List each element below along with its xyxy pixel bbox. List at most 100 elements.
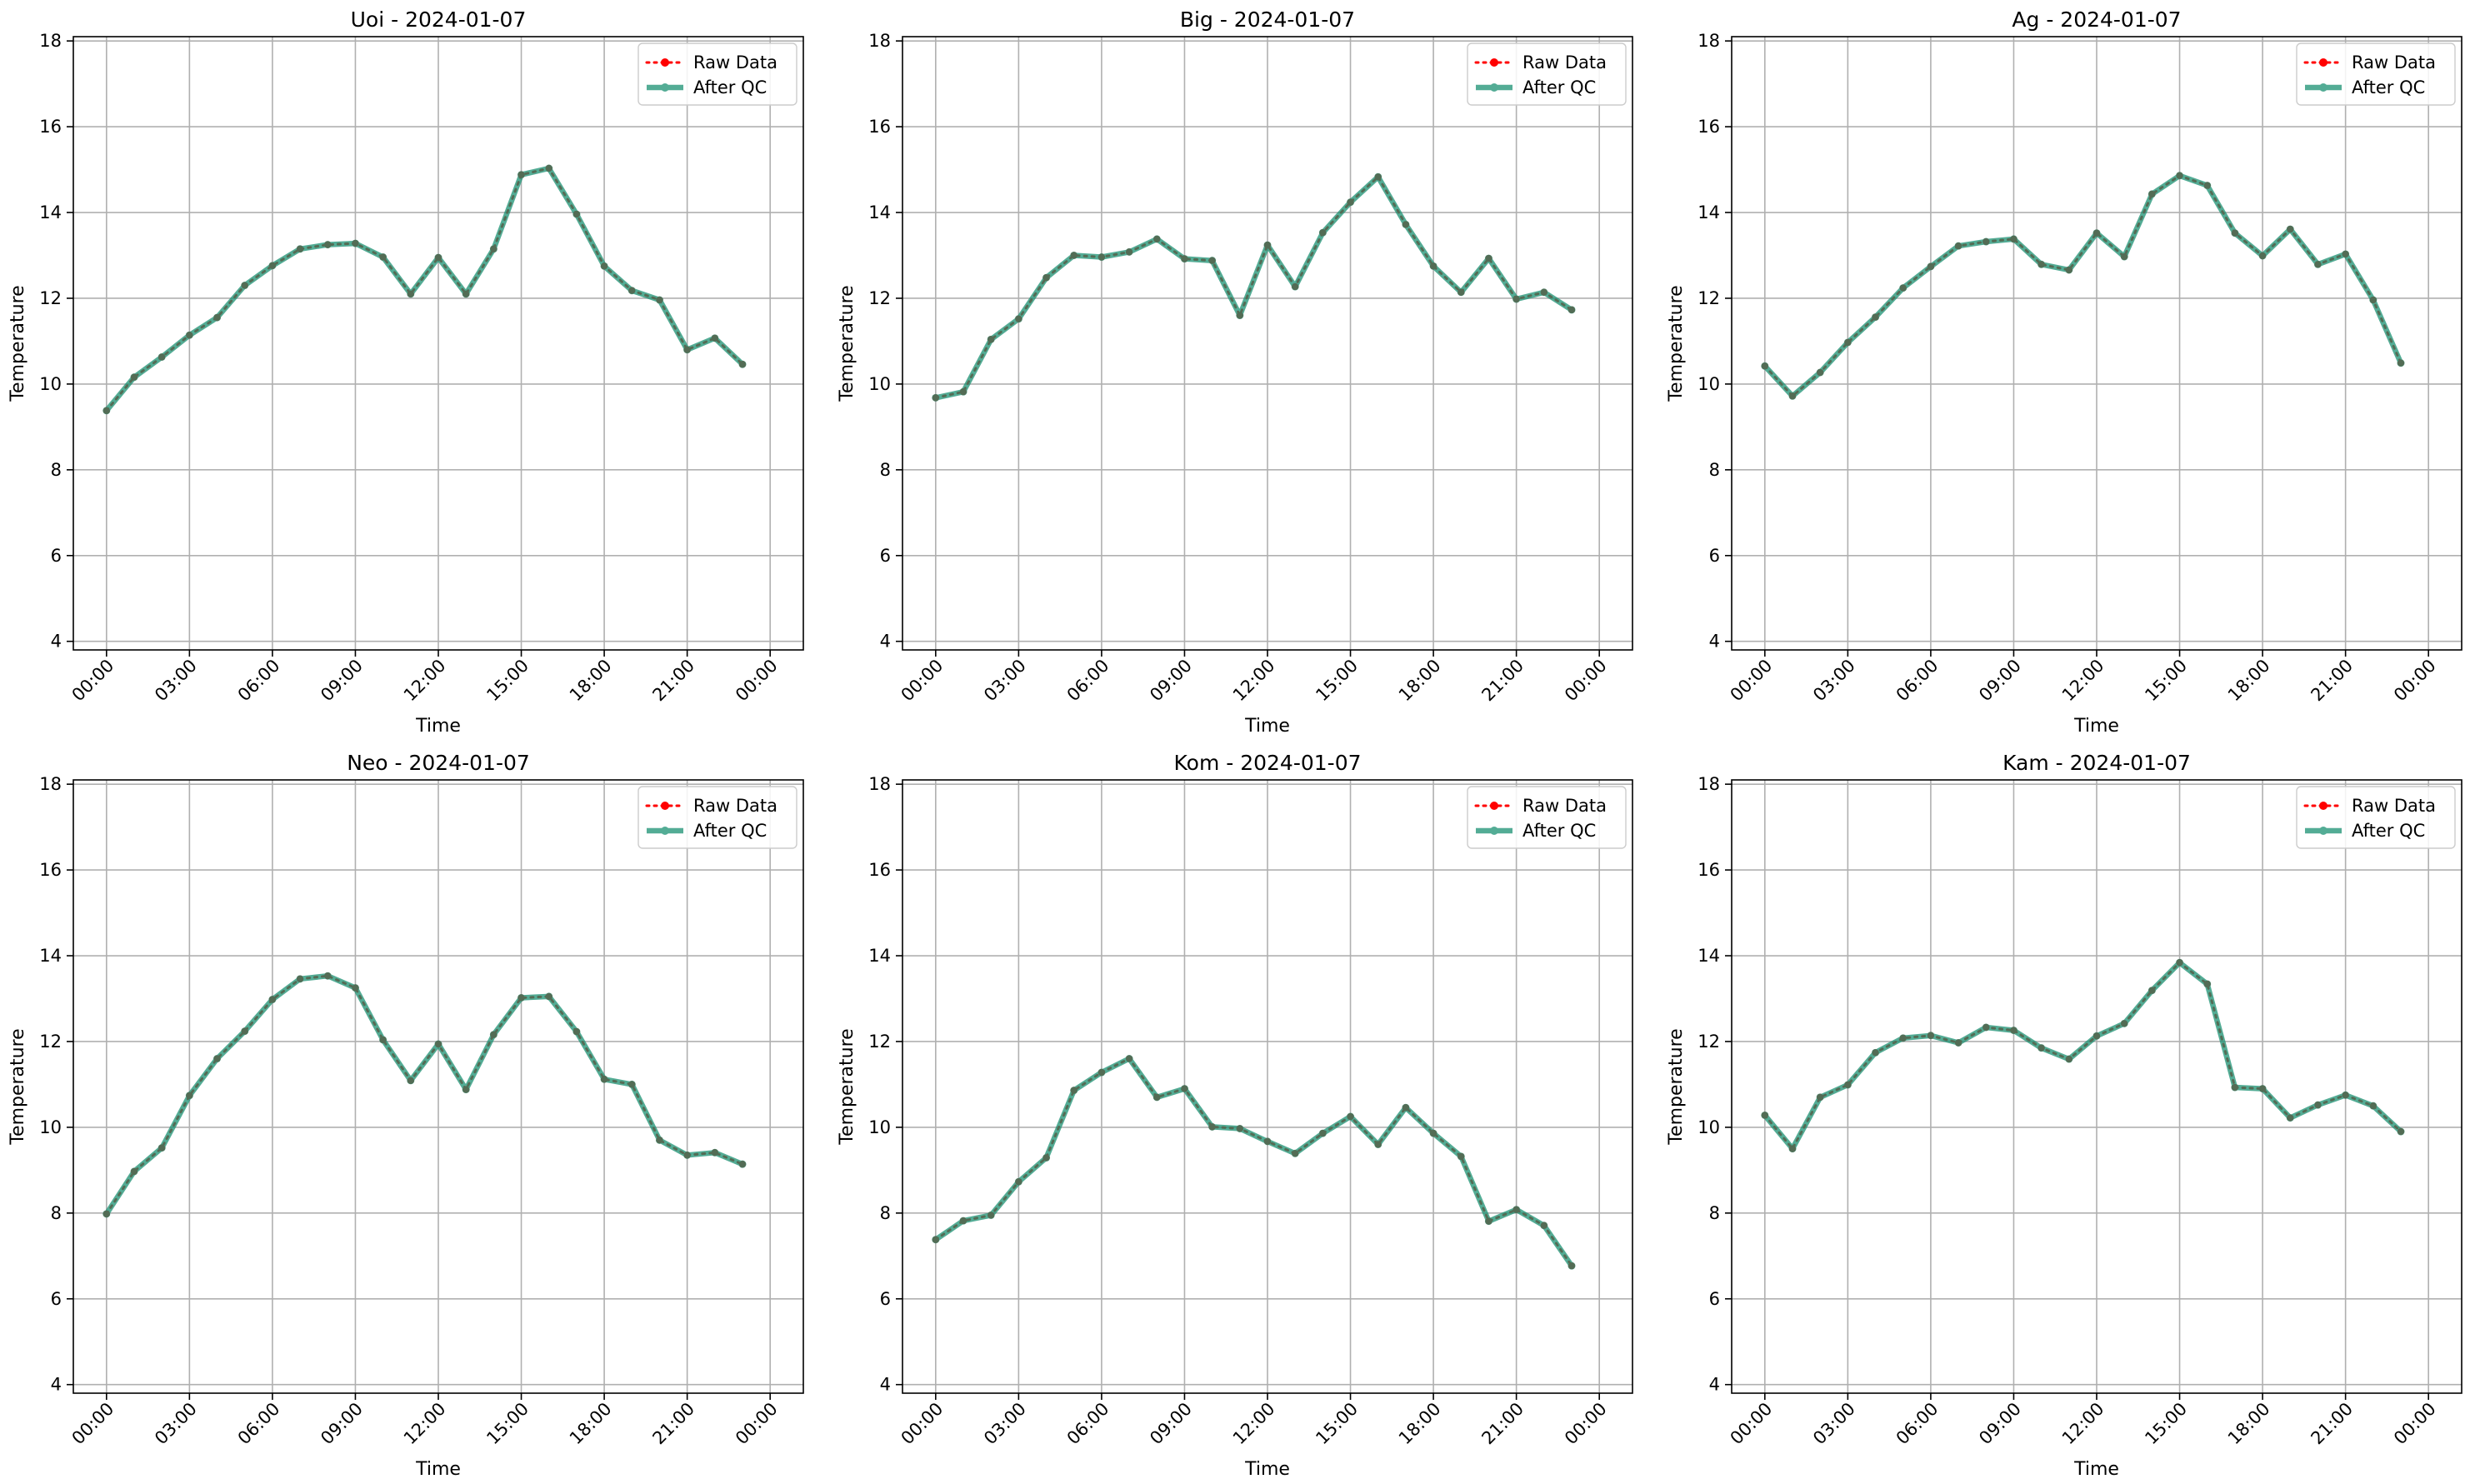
after-qc-point bbox=[1484, 1217, 1492, 1226]
after-qc-point bbox=[545, 164, 553, 172]
chart-panel-1: 4 6 8 10 12 14 16 18 00:00 03:00 06:00 09:00 12:00 15… bbox=[837, 7, 1633, 737]
after-qc-point bbox=[1236, 1124, 1244, 1132]
after-qc-point bbox=[1125, 1055, 1133, 1063]
after-qc-point bbox=[2203, 980, 2212, 988]
after-qc-point bbox=[2231, 229, 2239, 237]
after-qc-point bbox=[1042, 1153, 1051, 1162]
x-tick-label: 18:00 bbox=[2224, 656, 2274, 706]
legend-qc-marker bbox=[2319, 827, 2328, 835]
y-tick-label: 12 bbox=[1698, 288, 1720, 308]
legend-raw-marker bbox=[1490, 802, 1498, 810]
y-tick-label: 4 bbox=[1709, 632, 1720, 652]
x-tick-label: 12:00 bbox=[2058, 1399, 2108, 1449]
after-qc-point bbox=[711, 334, 719, 342]
after-qc-point bbox=[683, 346, 692, 354]
after-qc-point bbox=[2231, 1083, 2239, 1092]
after-qc-point bbox=[1927, 1032, 1935, 1040]
legend: Raw Data After QC bbox=[638, 42, 798, 106]
legend: Raw Data After QC bbox=[638, 786, 798, 849]
after-qc-point bbox=[987, 335, 995, 343]
y-tick-label: 14 bbox=[868, 202, 891, 222]
after-qc-point bbox=[600, 262, 608, 270]
after-qc-point bbox=[130, 1167, 138, 1176]
y-tick-label: 14 bbox=[1698, 946, 1720, 966]
after-qc-point bbox=[711, 1148, 719, 1157]
legend-qc-label: After QC bbox=[1522, 821, 1596, 841]
y-axis: 4 6 8 10 12 14 16 18 bbox=[1698, 774, 1732, 1395]
after-qc-point bbox=[1318, 1129, 1327, 1137]
y-tick-label: 4 bbox=[880, 1375, 891, 1395]
after-qc-point bbox=[102, 1210, 111, 1218]
legend-raw-label: Raw Data bbox=[693, 52, 778, 72]
x-axis: 00:00 03:00 06:00 09:00 12:00 15:00 18:00 21:00… bbox=[68, 650, 782, 705]
after-qc-point bbox=[1982, 237, 1990, 246]
after-qc-point bbox=[1291, 282, 1299, 291]
legend-qc-marker bbox=[1490, 827, 1498, 835]
x-tick-label: 18:00 bbox=[1395, 656, 1445, 706]
x-tick-label: 00:00 bbox=[898, 1399, 948, 1449]
y-tick-label: 8 bbox=[51, 1203, 62, 1223]
after-qc-point bbox=[2397, 359, 2405, 367]
after-qc-point bbox=[1761, 1111, 1769, 1119]
after-qc-point bbox=[545, 992, 553, 1001]
x-tick-label: 12:00 bbox=[1229, 1399, 1279, 1449]
after-qc-point bbox=[1816, 1093, 1824, 1102]
y-tick-label: 8 bbox=[1709, 460, 1720, 480]
after-qc-line bbox=[1762, 172, 2404, 399]
x-tick-label: 15:00 bbox=[1312, 656, 1362, 706]
after-qc-point bbox=[185, 1092, 193, 1100]
after-qc-point bbox=[1014, 1177, 1022, 1186]
after-qc-line bbox=[103, 165, 746, 414]
after-qc-point bbox=[2286, 225, 2294, 233]
y-tick-label: 8 bbox=[1709, 1203, 1720, 1223]
x-tick-label: 00:00 bbox=[68, 656, 118, 706]
after-qc-point bbox=[655, 1136, 663, 1144]
y-tick-label: 16 bbox=[1698, 117, 1720, 137]
after-qc-point bbox=[600, 1075, 608, 1083]
x-axis-label: Time bbox=[1244, 716, 1290, 737]
after-qc-point bbox=[2369, 1102, 2378, 1110]
y-tick-label: 4 bbox=[51, 632, 62, 652]
y-tick-label: 4 bbox=[51, 1375, 62, 1395]
after-qc-point bbox=[1374, 1140, 1382, 1148]
y-tick-label: 6 bbox=[1709, 1289, 1720, 1309]
x-tick-label: 21:00 bbox=[1478, 1399, 1528, 1449]
x-tick-label: 00:00 bbox=[732, 656, 782, 706]
after-qc-point bbox=[959, 387, 968, 396]
x-axis-label: Time bbox=[2073, 716, 2119, 737]
after-qc-point bbox=[1816, 368, 1824, 377]
after-qc-point bbox=[1788, 392, 1797, 400]
after-qc-point bbox=[1457, 1152, 1465, 1161]
y-tick-label: 16 bbox=[39, 860, 62, 880]
after-qc-point bbox=[572, 1027, 581, 1036]
grid bbox=[902, 780, 1632, 1393]
after-qc-point bbox=[1457, 288, 1465, 297]
x-tick-label: 15:00 bbox=[2141, 1399, 2191, 1449]
y-tick-label: 12 bbox=[868, 288, 891, 308]
after-qc-point bbox=[351, 984, 359, 992]
after-qc-point bbox=[1429, 262, 1438, 270]
legend-raw-marker bbox=[661, 58, 669, 67]
x-tick-label: 00:00 bbox=[1727, 656, 1777, 706]
series-after-qc bbox=[1761, 958, 2405, 1153]
x-tick-label: 06:00 bbox=[234, 1399, 284, 1449]
legend-qc-marker bbox=[2319, 83, 2328, 92]
chart-panel-2: 4 6 8 10 12 14 16 18 00:00 03:00 06:00 09:00 12:00 15… bbox=[1666, 7, 2462, 737]
grid bbox=[1732, 780, 2462, 1393]
after-qc-point bbox=[2120, 1019, 2128, 1027]
chart-panel-3: 4 6 8 10 12 14 16 18 00:00 03:00 06:00 09:00 12:00 15… bbox=[8, 751, 804, 1480]
after-qc-point bbox=[379, 253, 388, 262]
y-tick-label: 10 bbox=[39, 374, 62, 394]
after-qc-point bbox=[2120, 252, 2128, 261]
after-qc-point bbox=[462, 1086, 470, 1094]
legend-qc-swatch-group bbox=[1476, 83, 1512, 92]
y-axis-label: Temperature bbox=[837, 285, 858, 402]
legend-qc-label: After QC bbox=[2352, 821, 2425, 841]
after-qc-point bbox=[572, 210, 581, 218]
after-qc-point bbox=[1125, 247, 1133, 256]
y-tick-label: 10 bbox=[1698, 1117, 1720, 1137]
after-qc-point bbox=[2065, 266, 2073, 274]
legend-raw-marker bbox=[2319, 58, 2328, 67]
after-qc-point bbox=[2176, 172, 2184, 180]
after-qc-point bbox=[379, 1036, 388, 1044]
